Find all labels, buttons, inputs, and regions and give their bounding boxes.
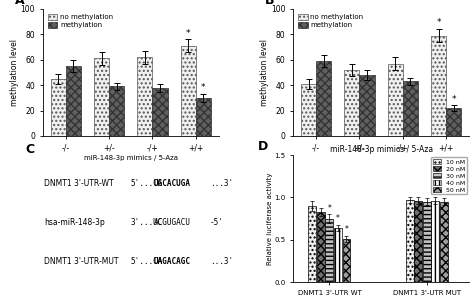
X-axis label: miR-148-3p mimics / 5-Aza: miR-148-3p mimics / 5-Aza [334,155,428,161]
Text: *: * [328,204,331,213]
Y-axis label: methylation level: methylation level [10,39,19,106]
Text: UGCACUGA: UGCACUGA [154,178,191,187]
Bar [343,239,350,282]
Y-axis label: Relative luciferase activity: Relative luciferase activity [267,172,273,265]
X-axis label: miR-148-3p mimics / 5-Aza: miR-148-3p mimics / 5-Aza [84,155,178,161]
Text: C: C [25,143,34,156]
Text: B: B [265,0,274,7]
Legend: no methylation, methylation: no methylation, methylation [46,12,115,30]
Bar [403,81,418,136]
Bar [344,70,359,136]
Title: miR-148-3p mimics / 5-Aza: miR-148-3p mimics / 5-Aza [329,145,433,154]
Bar [334,228,342,282]
Bar [446,108,461,136]
Bar [359,75,374,136]
Text: *: * [451,94,456,104]
Text: DNMT1 3'-UTR-WT: DNMT1 3'-UTR-WT [45,178,114,187]
Text: -5': -5' [210,218,224,227]
Text: ACGUGACU: ACGUGACU [154,218,191,227]
Text: DNMT1 3'-UTR-MUT: DNMT1 3'-UTR-MUT [45,257,119,266]
Bar [181,46,196,136]
Bar [137,57,153,136]
Text: *: * [345,225,348,234]
Bar [94,59,109,136]
Bar [406,200,414,282]
Text: ...3': ...3' [210,178,233,187]
Text: *: * [436,18,441,27]
Legend: 10 nM, 20 nM, 30 nM, 40 nM, 50 nM: 10 nM, 20 nM, 30 nM, 40 nM, 50 nM [431,157,467,195]
Bar [317,212,325,282]
Bar [423,202,431,282]
Text: *: * [201,83,206,92]
Bar [316,61,331,136]
Bar [66,66,81,136]
Bar [51,79,66,136]
Bar [431,36,446,136]
Bar [109,86,124,136]
Text: A: A [14,0,24,7]
Text: 5'...CA: 5'...CA [131,178,163,187]
Bar [431,201,439,282]
Legend: no methylation, methylation: no methylation, methylation [296,12,365,30]
Text: D: D [258,140,268,153]
Text: ...3': ...3' [210,257,233,266]
Bar [440,202,447,282]
Bar [153,88,168,136]
Bar [414,201,422,282]
Y-axis label: methylation level: methylation level [260,39,269,106]
Text: *: * [336,214,340,223]
Bar [196,98,211,136]
Text: *: * [186,29,191,37]
Bar [388,64,403,136]
Bar [301,84,316,136]
Bar [309,206,316,282]
Text: 3'...UC: 3'...UC [131,218,163,227]
Text: hsa-miR-148-3p: hsa-miR-148-3p [45,218,105,227]
Text: UAGACAGC: UAGACAGC [154,257,191,266]
Text: 5'...CA: 5'...CA [131,257,163,266]
Bar [326,219,333,282]
